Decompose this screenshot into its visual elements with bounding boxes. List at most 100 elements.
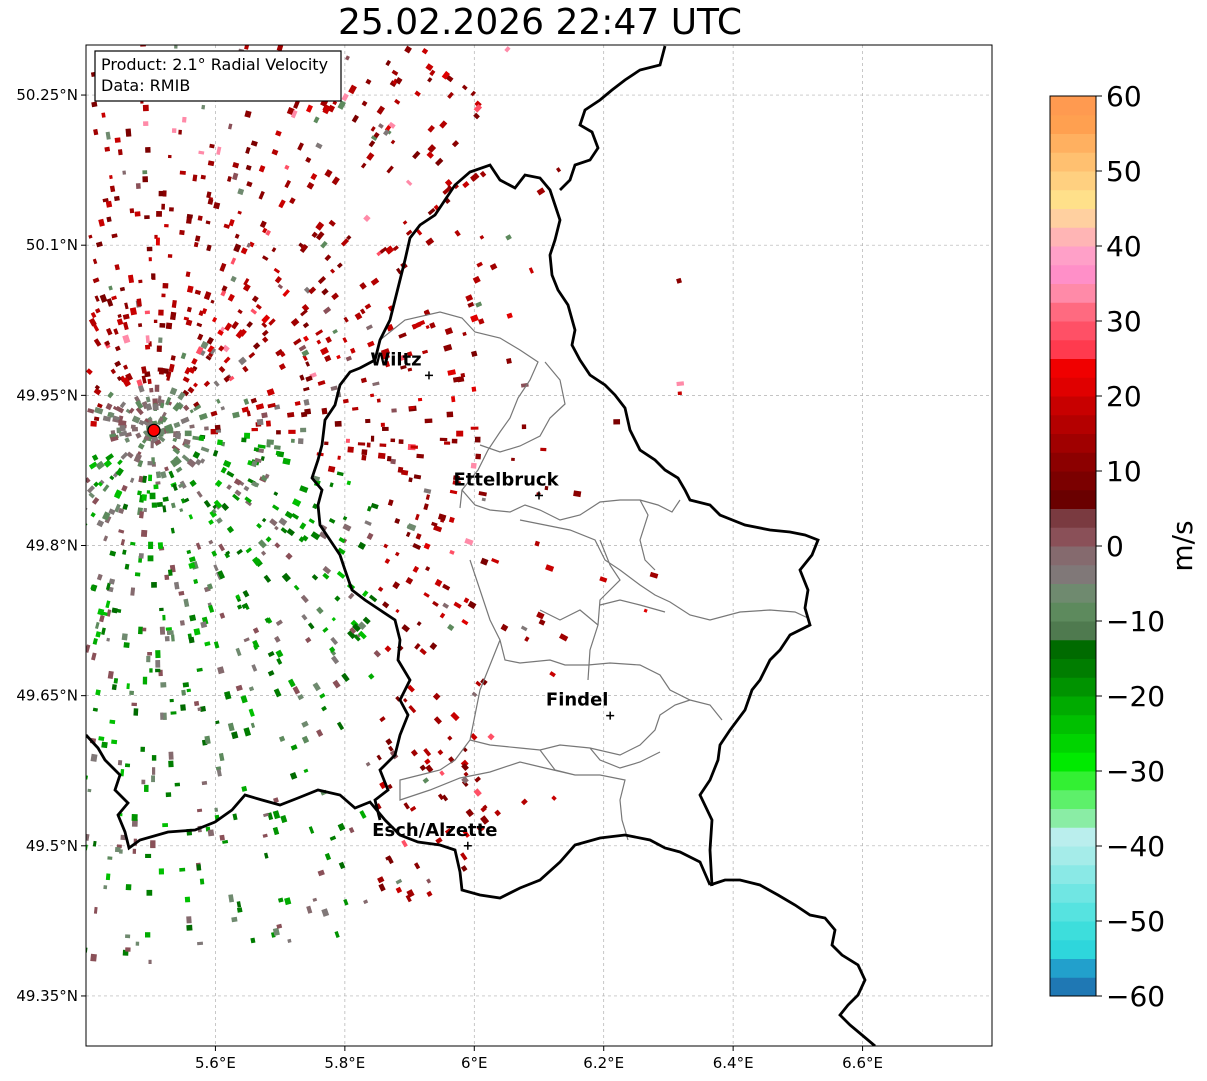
radar-pixel bbox=[266, 441, 271, 448]
radar-pixel bbox=[520, 625, 528, 632]
radar-pixel bbox=[460, 852, 468, 861]
radar-pixel bbox=[103, 535, 109, 542]
radar-pixel bbox=[131, 813, 138, 821]
radar-pixel bbox=[409, 405, 415, 410]
radar-pixel bbox=[336, 262, 343, 269]
radar-pixel bbox=[88, 461, 98, 470]
radar-pixel bbox=[261, 329, 269, 337]
radar-pixel bbox=[250, 937, 256, 944]
radar-pixel bbox=[366, 442, 371, 448]
radar-pixel bbox=[470, 426, 479, 430]
radar-pixel bbox=[407, 523, 417, 532]
radar-pixel bbox=[180, 416, 190, 425]
radar-pixel bbox=[299, 374, 305, 381]
radar-pixel bbox=[274, 525, 279, 531]
radar-pixel bbox=[289, 772, 298, 780]
radar-pixel bbox=[419, 764, 427, 772]
radar-pixel bbox=[414, 513, 420, 521]
radar-pixel bbox=[96, 573, 103, 581]
radar-pixel bbox=[470, 172, 480, 182]
radar-pixel bbox=[162, 614, 166, 621]
radar-pixel bbox=[117, 149, 123, 156]
colorbar-segment bbox=[1050, 189, 1096, 209]
radar-pixel bbox=[218, 752, 225, 762]
radar-pixel bbox=[156, 211, 162, 217]
radar-pixel bbox=[412, 565, 420, 573]
radar-pixel bbox=[86, 947, 88, 953]
radar-pixel bbox=[334, 420, 342, 427]
colorbar-segment bbox=[1050, 583, 1096, 603]
radar-pixel bbox=[228, 123, 233, 130]
colorbar-segment bbox=[1050, 377, 1096, 397]
radar-pixel bbox=[448, 516, 455, 523]
city-label: Findel bbox=[546, 690, 609, 711]
radar-pixel bbox=[109, 719, 116, 725]
radar-pixel bbox=[434, 578, 443, 587]
radar-pixel bbox=[417, 397, 423, 402]
radar-pixel bbox=[474, 776, 481, 783]
lon-tick-label: 6°E bbox=[461, 1054, 488, 1072]
radar-pixel bbox=[251, 460, 258, 468]
radar-pixel bbox=[334, 595, 341, 602]
radar-pixel bbox=[386, 455, 392, 462]
radar-pixel bbox=[237, 309, 243, 315]
radar-pixel bbox=[216, 146, 222, 155]
radar-pixel bbox=[250, 397, 258, 404]
radar-pixel bbox=[426, 151, 434, 159]
radar-pixel bbox=[427, 144, 437, 153]
radar-pixel bbox=[131, 702, 137, 707]
radar-pixel bbox=[117, 459, 123, 466]
radar-pixel bbox=[200, 340, 209, 350]
radar-pixel bbox=[284, 164, 290, 170]
radar-pixel bbox=[125, 884, 132, 891]
radar-pixel bbox=[520, 798, 528, 806]
radar-pixel bbox=[98, 218, 105, 227]
radar-pixel bbox=[348, 84, 357, 95]
radar-pixel bbox=[150, 440, 154, 449]
radar-pixel bbox=[365, 78, 372, 85]
radar-pixel bbox=[104, 146, 111, 152]
radar-pixel bbox=[162, 496, 169, 502]
radar-pixel bbox=[439, 612, 446, 619]
radar-pixel bbox=[350, 347, 356, 354]
radar-pixel bbox=[179, 620, 185, 626]
radar-pixel bbox=[236, 907, 243, 913]
radar-pixel bbox=[90, 584, 97, 591]
radar-pixel bbox=[219, 612, 226, 619]
radar-pixel bbox=[241, 785, 248, 792]
radar-pixel bbox=[222, 459, 232, 468]
radar-pixel bbox=[462, 181, 470, 189]
radar-pixel bbox=[105, 582, 111, 591]
radar-pixel bbox=[243, 485, 250, 492]
radar-pixel bbox=[101, 627, 106, 636]
radar-pixel bbox=[108, 411, 115, 418]
radar-pixel bbox=[235, 647, 242, 657]
radar-pixel bbox=[189, 614, 197, 622]
radar-pixel bbox=[475, 453, 481, 460]
radar-pixel bbox=[147, 378, 152, 385]
radar-pixel bbox=[331, 617, 336, 622]
radar-pixel bbox=[370, 135, 378, 142]
radar-pixel bbox=[248, 708, 255, 717]
radar-pixel bbox=[556, 167, 562, 173]
radar-pixel bbox=[394, 551, 400, 557]
radar-pixel bbox=[460, 372, 466, 378]
radar-pixel bbox=[182, 682, 190, 688]
radar-pixel bbox=[416, 621, 422, 627]
colorbar-tick-label: 50 bbox=[1106, 155, 1142, 188]
radar-pixel bbox=[423, 503, 429, 511]
radar-pixel bbox=[385, 59, 392, 67]
radar-pixel bbox=[131, 415, 141, 424]
radar-pixel bbox=[443, 441, 451, 445]
radar-pixel bbox=[470, 733, 478, 741]
radar-pixel bbox=[101, 112, 106, 118]
colorbar-segment bbox=[1050, 827, 1096, 847]
radar-pixel bbox=[158, 190, 164, 197]
radar-pixel bbox=[491, 558, 500, 564]
radar-pixel bbox=[155, 650, 161, 659]
radar-pixel bbox=[360, 308, 366, 315]
radar-pixel bbox=[332, 679, 341, 689]
radar-pixel bbox=[122, 549, 127, 555]
radar-pixel bbox=[209, 509, 217, 518]
radar-pixel bbox=[125, 408, 132, 414]
